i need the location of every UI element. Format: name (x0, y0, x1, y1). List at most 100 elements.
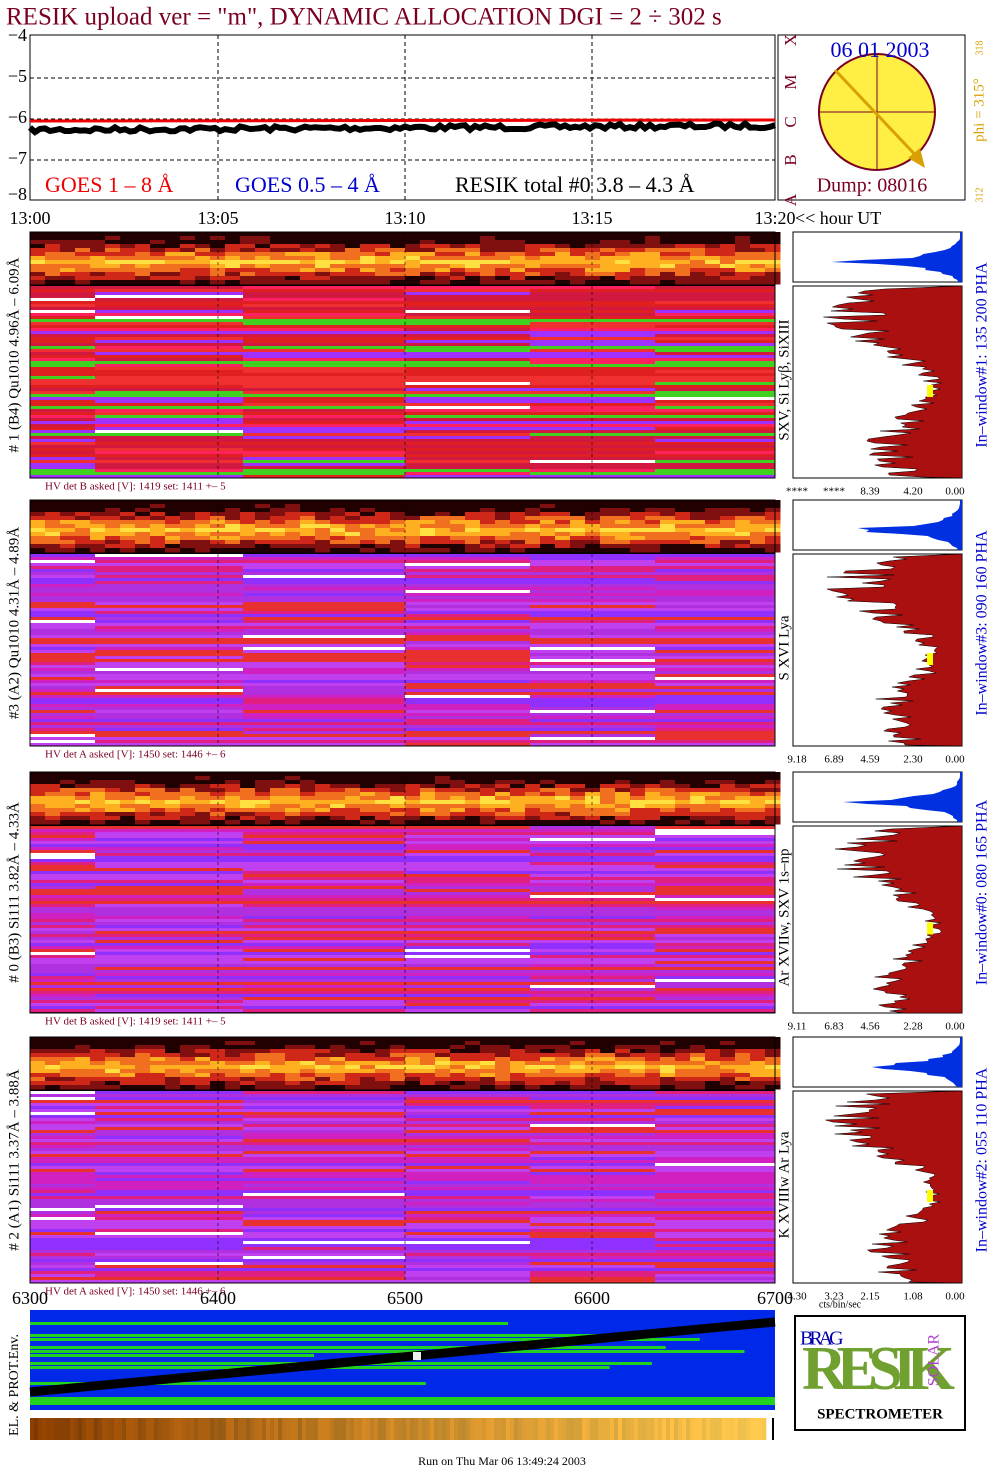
spectrum-row (243, 469, 405, 473)
spectrum-row (405, 289, 530, 293)
spectrum-row (243, 569, 405, 573)
spectrum-row (95, 853, 243, 857)
spectrum-cell (45, 276, 61, 281)
spectrum-row (243, 307, 405, 311)
spectrum-row (243, 346, 405, 350)
spectrum-row (655, 436, 775, 440)
spectrum-row (530, 418, 655, 422)
spectrum-cell (165, 780, 181, 785)
spectrum-cell (495, 236, 511, 241)
spectrum-row (530, 925, 655, 929)
spectrum-cell (240, 1061, 256, 1066)
spectrum-row (655, 1154, 775, 1158)
spectrum-cell (405, 540, 421, 545)
spectrum-cell (375, 276, 391, 281)
spectrum-cell (135, 508, 151, 513)
spectrum-cell (525, 1085, 541, 1090)
spectrum-cell (255, 540, 271, 545)
spectrum-row (95, 1163, 243, 1167)
spectrum-cell (420, 268, 436, 273)
spectrum-row (655, 1274, 775, 1278)
spectrum-cell (420, 1061, 436, 1066)
spectrum-cell (570, 516, 586, 521)
spectrum-cell (165, 504, 181, 509)
spectrum-row (530, 955, 655, 959)
spectrum-row (405, 424, 530, 428)
spectrum-cell (630, 800, 646, 805)
spectrum-cell (345, 512, 361, 517)
spectrum-cell (645, 776, 661, 781)
spectrum-cell (540, 528, 556, 533)
spectrum-row (95, 334, 243, 338)
spectrum-cell (135, 776, 151, 781)
spectrum-cell (60, 252, 76, 257)
spectrum-cell (255, 796, 271, 801)
spectrum-row (405, 901, 530, 905)
spectrum-cell (735, 536, 751, 541)
spectrum-row (243, 599, 405, 603)
spectrum-cell (315, 532, 331, 537)
spectrum-cell (645, 1085, 661, 1090)
spectrum-cell (240, 1077, 256, 1082)
spectrum-cell (630, 1085, 646, 1090)
spectrum-cell (270, 780, 286, 785)
spectrum-cell (30, 1077, 46, 1082)
spectrum-row (243, 692, 405, 696)
spectrum-cell (300, 544, 316, 549)
spectrum-row (243, 671, 405, 675)
spectrum-row (243, 581, 405, 585)
spectrum-row (530, 710, 655, 714)
spectrum-cell (720, 792, 736, 797)
spectrum-cell (615, 276, 631, 281)
spectrum-cell (600, 540, 616, 545)
spectrum-row (243, 1217, 405, 1221)
spectrum-row (405, 1178, 530, 1182)
spectrum-row (95, 1211, 243, 1215)
spectrum-row (95, 895, 243, 899)
spectrum-cell (750, 508, 766, 513)
spectrum-cell (630, 1053, 646, 1058)
spectrum-cell (690, 816, 706, 821)
spectrum-cell (735, 776, 751, 781)
spectrum-cell (570, 776, 586, 781)
spectrum-row (95, 451, 243, 455)
spectrum-cell (735, 1045, 751, 1050)
spectrum-row (95, 1160, 243, 1164)
colorbar-cell (754, 1418, 759, 1440)
spectrum-row (655, 1136, 775, 1140)
spectrum-cell (765, 812, 781, 817)
spectrum-cell (435, 1049, 451, 1054)
spectrum-cell (270, 1069, 286, 1074)
spectrum-cell (345, 256, 361, 261)
spectrum-cell (630, 272, 646, 277)
spectrum-row (95, 734, 243, 738)
spectrum-row (95, 623, 243, 627)
spectrum-row (30, 850, 95, 854)
colorbar-cell (530, 1418, 535, 1440)
spectrum-row (655, 1238, 775, 1242)
spectrum-cell (705, 1037, 721, 1042)
spectrum-cell (60, 1061, 76, 1066)
spectrum-cell (555, 1085, 571, 1090)
spectrum-row (530, 1097, 655, 1101)
spectrum-row (30, 1169, 95, 1173)
spectrum-row (95, 313, 243, 317)
spectrum-cell (660, 276, 676, 281)
spectrum-row (30, 719, 95, 723)
spectrum-row (95, 922, 243, 926)
spectrum-row (95, 898, 243, 902)
spectrum-cell (390, 528, 406, 533)
spectrum-row (243, 424, 405, 428)
spectrum-cell (75, 520, 91, 525)
spectrum-cell (630, 252, 646, 257)
spectrum-cell (255, 812, 271, 817)
spectrum-cell (435, 1073, 451, 1078)
spectrum-cell (435, 268, 451, 273)
spectrum-row (243, 964, 405, 968)
spectrum-row (530, 728, 655, 732)
spectrum-row (243, 862, 405, 866)
spectrum-cell (300, 520, 316, 525)
spectrum-row (95, 433, 243, 437)
spectrum-cell (660, 1073, 676, 1078)
spectrum-row (243, 698, 405, 702)
